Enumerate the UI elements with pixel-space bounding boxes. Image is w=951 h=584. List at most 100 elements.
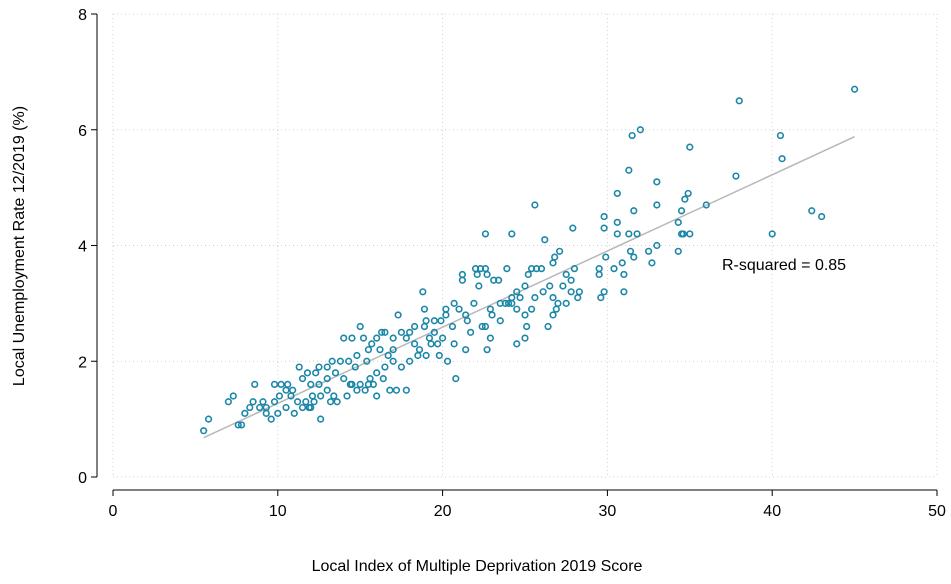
point	[267, 415, 275, 423]
point	[308, 392, 317, 400]
point	[289, 386, 297, 394]
point	[674, 247, 682, 255]
y-tick-label: 0	[78, 470, 87, 487]
point	[567, 276, 575, 284]
point	[544, 322, 552, 331]
point	[303, 369, 312, 377]
point	[556, 247, 564, 255]
point	[481, 322, 490, 331]
point	[381, 363, 389, 371]
point	[397, 328, 406, 336]
point	[326, 398, 335, 406]
point	[554, 299, 562, 307]
point	[508, 230, 516, 238]
point	[458, 276, 466, 284]
point	[490, 276, 498, 284]
point	[595, 270, 603, 279]
point	[613, 230, 621, 238]
point	[419, 288, 427, 296]
point	[450, 299, 458, 307]
point	[567, 288, 575, 296]
point	[653, 178, 661, 186]
point	[504, 299, 513, 307]
point	[430, 317, 438, 325]
point	[315, 363, 323, 371]
point	[331, 369, 340, 377]
point	[630, 207, 638, 215]
point	[376, 346, 384, 354]
point	[402, 386, 410, 394]
point	[521, 282, 529, 290]
y-tick-label: 6	[78, 123, 87, 140]
point	[559, 282, 567, 290]
point	[636, 126, 644, 134]
point	[241, 409, 249, 417]
point	[442, 311, 450, 319]
point	[602, 253, 610, 261]
point	[224, 398, 232, 406]
point	[653, 241, 661, 250]
point	[595, 265, 603, 273]
point	[323, 386, 331, 394]
x-tick-label: 20	[434, 503, 452, 520]
point	[284, 380, 292, 389]
point	[674, 218, 682, 226]
point	[333, 398, 341, 406]
point	[312, 369, 320, 377]
point	[274, 409, 282, 417]
point	[282, 386, 290, 394]
point	[570, 265, 579, 273]
point	[200, 427, 208, 435]
point	[422, 351, 430, 360]
point	[467, 328, 475, 336]
point	[625, 166, 633, 174]
point	[546, 282, 554, 290]
point	[249, 398, 257, 406]
point	[323, 363, 331, 371]
point	[356, 380, 364, 389]
point	[778, 155, 786, 163]
point	[270, 398, 279, 406]
point	[340, 375, 348, 383]
point	[684, 189, 692, 198]
point	[397, 363, 406, 371]
point	[275, 392, 284, 400]
point	[246, 403, 254, 412]
point	[363, 357, 371, 365]
x-axis-label: Local Index of Multiple Deprivation 2019…	[312, 558, 643, 575]
point	[508, 299, 516, 307]
point	[282, 403, 290, 412]
point	[516, 293, 524, 302]
x-tick-label: 40	[763, 503, 781, 520]
point	[361, 386, 369, 394]
point	[356, 322, 364, 331]
point	[620, 270, 628, 279]
point	[305, 403, 313, 412]
point	[345, 357, 353, 365]
point	[229, 392, 237, 400]
point	[262, 409, 270, 417]
point	[513, 305, 521, 313]
point	[600, 212, 608, 221]
point	[620, 288, 628, 296]
point	[463, 317, 471, 325]
point	[420, 322, 429, 331]
point	[527, 305, 536, 313]
point	[369, 380, 377, 389]
point	[677, 207, 686, 215]
point	[435, 351, 443, 360]
point	[521, 334, 529, 342]
point	[323, 375, 331, 383]
point	[359, 334, 368, 342]
point	[539, 288, 547, 296]
point	[450, 340, 458, 348]
point	[353, 386, 361, 394]
point	[626, 247, 635, 255]
point	[524, 270, 532, 279]
point	[410, 322, 419, 331]
point	[613, 189, 621, 198]
point	[330, 392, 338, 400]
point	[298, 403, 307, 412]
